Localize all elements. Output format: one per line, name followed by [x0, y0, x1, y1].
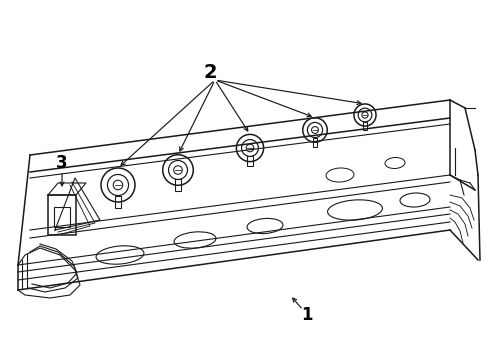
- Text: 1: 1: [301, 306, 312, 324]
- Text: 3: 3: [56, 154, 68, 172]
- Text: 2: 2: [203, 63, 216, 81]
